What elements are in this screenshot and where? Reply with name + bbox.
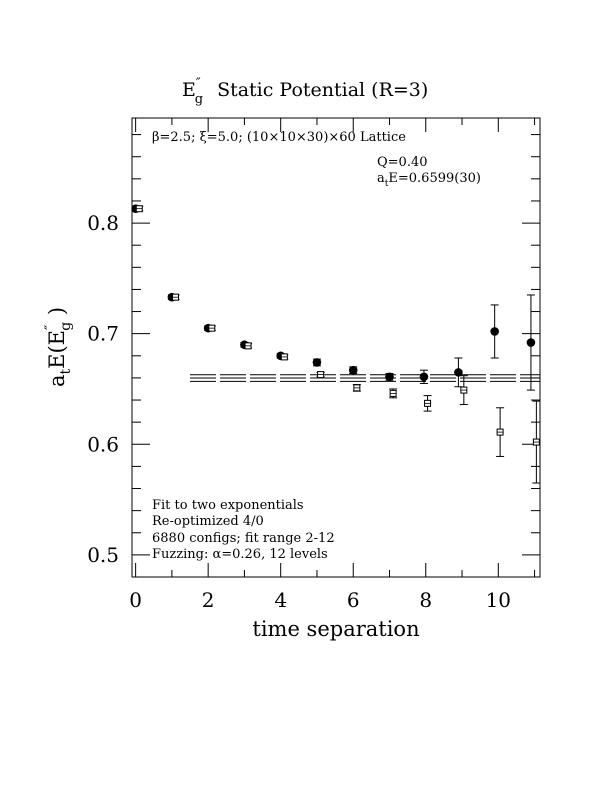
data-series [131, 204, 541, 484]
note-line: 6880 configs; fit range 2-12 [152, 531, 335, 546]
data-point-open [207, 324, 216, 332]
fit-q-value: Q=0.40 [377, 155, 428, 170]
note-line: Fit to two exponentials [152, 498, 304, 513]
note-line: Fuzzing: α=0.26, 12 levels [152, 547, 328, 562]
x-tick-label: 8 [419, 588, 432, 612]
y-label-prefix-sub: t [58, 369, 74, 375]
y-label-sub: g [58, 322, 74, 331]
y-tick-label: 0.7 [87, 322, 119, 346]
x-tick-labels: 0 2 4 6 8 10 [129, 588, 511, 612]
y-label-body: E(E [45, 330, 69, 369]
data-point-filled [348, 365, 358, 375]
x-axis-label: time separation [252, 617, 419, 641]
data-point-filled [385, 372, 394, 382]
chart-title: E″ g Static Potential (R=3) [182, 76, 428, 107]
y-label-prefix: a [45, 375, 69, 388]
x-tick-label: 4 [274, 588, 287, 612]
point-marker [526, 338, 536, 347]
fit-band [190, 374, 540, 382]
title-text: Static Potential (R=3) [217, 79, 428, 101]
data-point-open [280, 353, 289, 361]
x-tick-label: 6 [347, 588, 360, 612]
y-tick-label: 0.6 [87, 432, 119, 456]
y-axis-label: atE(E″g ) [43, 307, 74, 387]
data-point-open [135, 205, 144, 213]
data-point-open [171, 293, 180, 301]
data-point-open [532, 400, 541, 484]
fit-energy-text: E=0.6599(30) [388, 171, 481, 186]
data-point-open [389, 388, 398, 399]
point-marker [419, 372, 429, 382]
y-tick-labels: 0.5 0.6 0.7 0.8 [87, 211, 119, 567]
title-symbol-prime: ″ [196, 76, 201, 91]
data-point-open [423, 395, 432, 412]
plot-frame [131, 117, 541, 578]
data-point-open [459, 375, 468, 405]
data-point-open [316, 371, 325, 379]
x-tick-label: 10 [486, 588, 511, 612]
point-marker [312, 358, 322, 367]
header-annotation: β=2.5; ξ=5.0; (10×10×30)×60 Lattice [152, 130, 406, 145]
data-point-open [244, 342, 253, 350]
x-tick-label: 0 [129, 588, 142, 612]
x-tick-label: 2 [202, 588, 215, 612]
title-symbol-sub: g [195, 92, 203, 107]
y-label-close: ) [45, 307, 69, 322]
title-symbol-base: E [182, 79, 196, 101]
data-point-filled [419, 369, 429, 384]
point-marker [490, 327, 499, 336]
point-marker [348, 365, 358, 375]
note-line: Re-optimized 4/0 [152, 514, 264, 529]
data-point-open [352, 384, 361, 392]
y-label-prime: ″ [43, 325, 59, 330]
data-point-open [496, 407, 505, 457]
data-point-filled [490, 304, 499, 359]
data-point-filled [454, 357, 463, 388]
fit-energy-sub: t [385, 179, 389, 189]
data-point-filled [526, 294, 536, 391]
y-tick-label: 0.8 [87, 211, 119, 235]
point-marker [454, 368, 463, 377]
fit-energy: atE=0.6599(30) [377, 171, 481, 189]
fit-energy-prefix: a [377, 171, 385, 186]
y-tick-label: 0.5 [87, 543, 119, 567]
data-point-filled [312, 358, 322, 367]
point-marker [385, 372, 394, 382]
